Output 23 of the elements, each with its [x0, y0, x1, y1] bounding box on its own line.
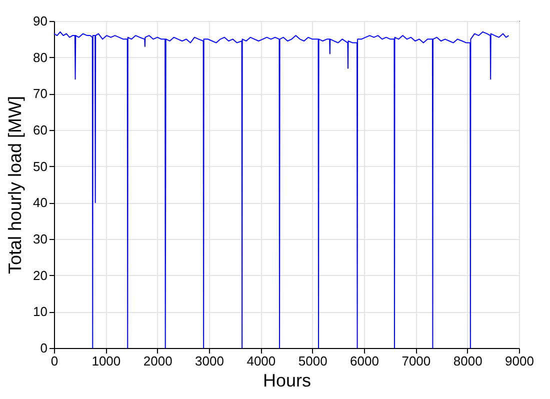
y-tick-label: 50: [33, 158, 48, 174]
x-tick-label: 6000: [350, 354, 379, 368]
x-tick-label: 2000: [143, 354, 172, 368]
y-tick-label: 0: [40, 340, 48, 356]
x-axis-title: Hours: [262, 370, 312, 390]
y-tick-label: 60: [33, 122, 48, 138]
x-tick-label: 7000: [402, 354, 431, 368]
x-tick-label: 3000: [195, 354, 224, 368]
line-series: [54, 31, 510, 348]
y-tick-label: 90: [33, 14, 48, 28]
x-tick-label: 4000: [246, 354, 276, 368]
x-tick-label: 8000: [453, 354, 482, 368]
y-axis-title: Total hourly load [MW]: [5, 96, 26, 274]
x-tick-label: 9000: [505, 354, 534, 368]
y-tick-label: 20: [33, 268, 48, 283]
x-tick-label: 5000: [298, 354, 328, 368]
y-tick-label: 70: [33, 86, 48, 102]
x-tick-label: 0: [50, 354, 58, 368]
y-tick-label: 40: [33, 195, 48, 210]
y-tick-label: 10: [33, 304, 48, 320]
y-tick-label: 30: [33, 232, 48, 246]
y-tick-label: 80: [33, 50, 48, 65]
x-tick-label: 1000: [92, 354, 121, 368]
